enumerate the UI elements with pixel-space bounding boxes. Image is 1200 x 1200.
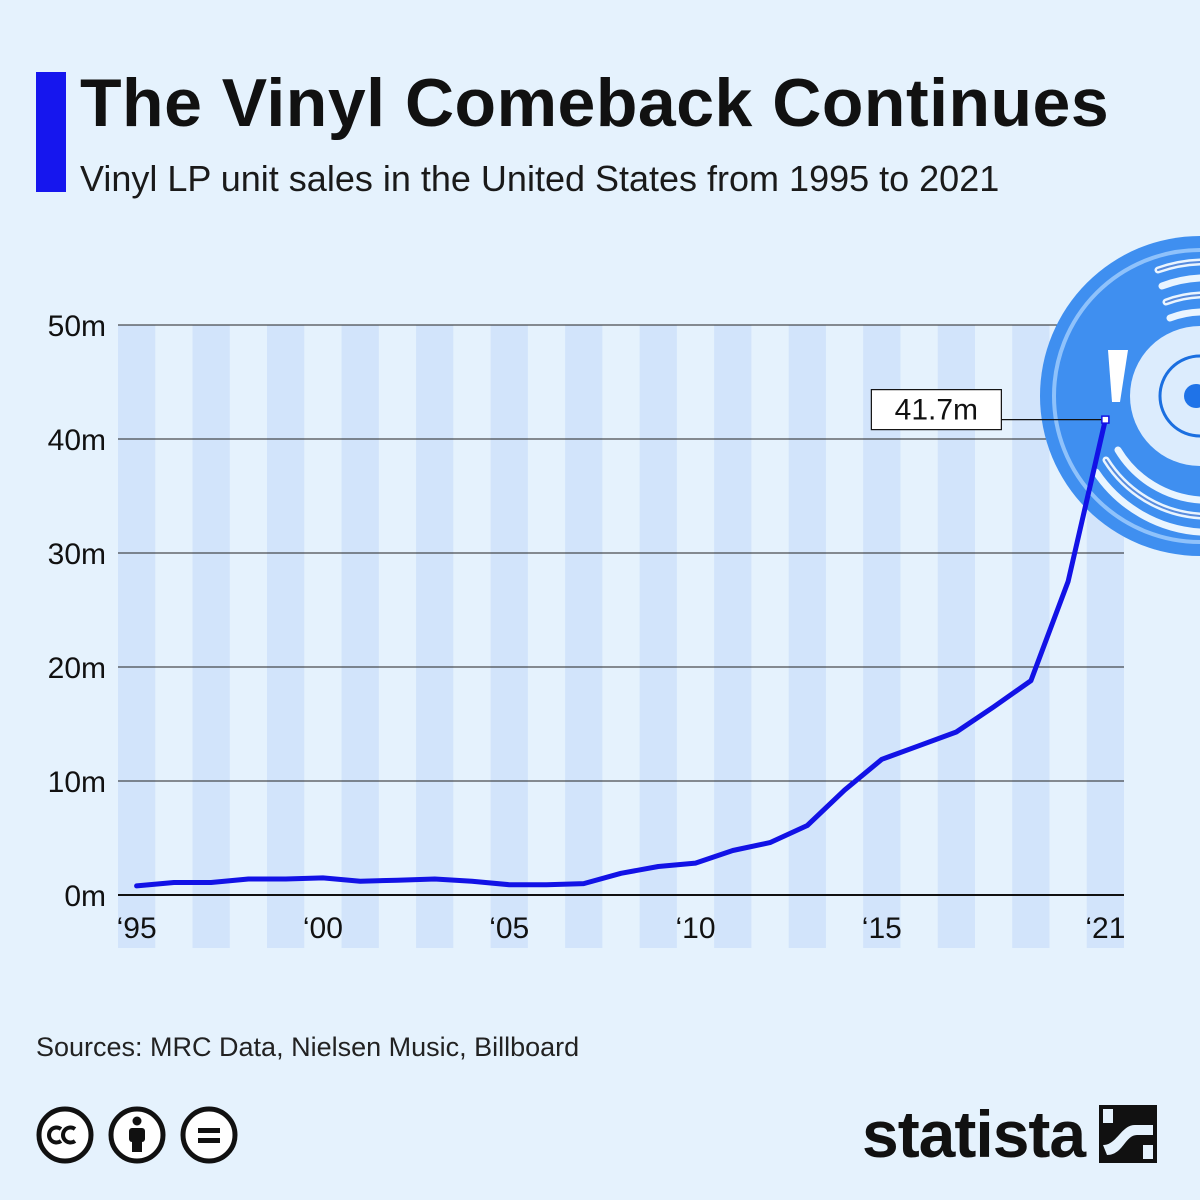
gridlines — [118, 324, 1124, 782]
year-stripe — [341, 325, 379, 948]
chart-subtitle: Vinyl LP unit sales in the United States… — [80, 158, 1000, 199]
year-stripe — [267, 325, 305, 948]
annotation-point-marker — [1101, 415, 1110, 424]
series-line — [134, 417, 1108, 889]
y-tick-label: 40m — [48, 424, 106, 457]
year-stripe — [565, 325, 603, 948]
attribution-icon[interactable] — [108, 1106, 166, 1164]
y-tick-label: 50m — [48, 310, 106, 343]
x-tick-label: ‘95 — [117, 912, 157, 945]
license-icons — [36, 1106, 238, 1164]
x-tick-label: ‘15 — [862, 912, 902, 945]
y-axis-tick-labels: 0m 10m 20m 30m 40m 50m — [48, 310, 106, 913]
annotation-label: 41.7m — [895, 394, 978, 427]
title-accent-bar — [36, 72, 66, 192]
year-stripe — [416, 325, 454, 948]
annotation-box — [870, 389, 1002, 431]
year-stripes — [118, 325, 1124, 948]
annotation: 41.7m — [870, 389, 1110, 431]
x-axis-tick-labels: ‘95 ‘00 ‘05 ‘10 ‘15 ‘21 — [117, 912, 1126, 945]
x-tick-label: ‘10 — [675, 912, 715, 945]
year-stripe — [714, 325, 752, 948]
x-tick-label: ‘00 — [303, 912, 343, 945]
year-stripe — [788, 325, 826, 948]
creative-commons-icon[interactable] — [36, 1106, 94, 1164]
year-stripe — [192, 325, 230, 948]
chart-title: The Vinyl Comeback Continues — [80, 65, 1110, 141]
statista-logo-icon — [1099, 1105, 1158, 1163]
no-derivatives-icon[interactable] — [180, 1106, 238, 1164]
vinyl-record-icon — [1040, 236, 1200, 556]
year-stripe — [118, 325, 156, 948]
y-tick-label: 10m — [48, 766, 106, 799]
year-stripe — [1012, 325, 1050, 948]
statista-brand[interactable]: statista — [862, 1097, 1158, 1171]
x-tick-label: ‘21 — [1085, 912, 1125, 945]
brand-name: statista — [862, 1097, 1086, 1171]
sources-note: Sources: MRC Data, Nielsen Music, Billbo… — [36, 1032, 580, 1062]
x-tick-label: ‘05 — [489, 912, 529, 945]
y-tick-label: 20m — [48, 652, 106, 685]
year-stripe — [639, 325, 677, 948]
y-tick-label: 30m — [48, 538, 106, 571]
year-stripe — [490, 325, 528, 948]
line-chart: 0m 10m 20m 30m 40m 50m ‘95 ‘00 ‘05 ‘10 ‘15 ‘21 41.… — [48, 236, 1200, 948]
y-tick-label: 0m — [64, 880, 106, 913]
